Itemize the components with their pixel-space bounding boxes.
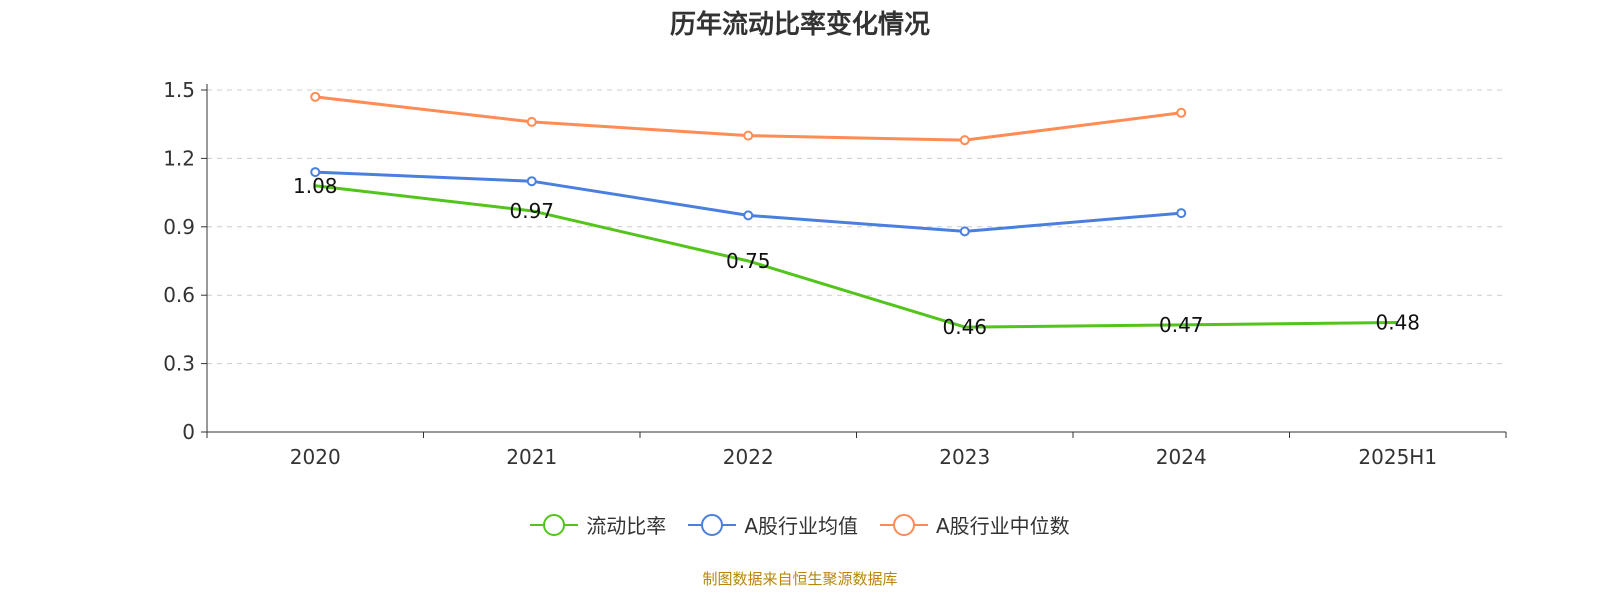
legend-label: A股行业均值 xyxy=(744,514,858,538)
x-tick-label: 2022 xyxy=(723,445,774,469)
data-point xyxy=(310,167,321,178)
data-label: 0.47 xyxy=(1159,313,1204,337)
data-point xyxy=(959,135,970,146)
data-label: 0.97 xyxy=(509,199,554,223)
data-label: 0.75 xyxy=(726,249,771,273)
data-point xyxy=(526,176,537,187)
x-tick-label: 2020 xyxy=(290,445,341,469)
data-point xyxy=(743,130,754,141)
chart-title: 历年流动比率变化情况 xyxy=(669,10,930,40)
data-label: 0.46 xyxy=(942,315,987,339)
data-point xyxy=(526,116,537,127)
series-line xyxy=(315,184,1398,329)
legend-item-industry-median[interactable]: A股行业中位数 xyxy=(880,510,1070,539)
legend-label: 流动比率 xyxy=(586,514,667,538)
data-point xyxy=(1176,107,1187,118)
y-tick-label: 0.9 xyxy=(163,215,195,239)
y-tick-label: 0 xyxy=(182,420,195,444)
legend-item-industry-mean[interactable]: A股行业均值 xyxy=(688,510,858,539)
y-tick-label: 0.6 xyxy=(163,283,195,307)
legend-line-circle-icon xyxy=(880,513,928,537)
y-tick-label: 1.5 xyxy=(163,78,195,102)
legend-item-current-ratio[interactable]: 流动比率 xyxy=(530,510,666,539)
y-tick-label: 1.2 xyxy=(163,146,195,170)
legend-label: A股行业中位数 xyxy=(936,514,1070,538)
data-point xyxy=(310,91,321,102)
x-tick-label: 2021 xyxy=(506,445,557,469)
chart-legend: 流动比率 A股行业均值 A股行业中位数 xyxy=(0,510,1600,539)
x-tick-label: 2023 xyxy=(939,445,990,469)
x-tick-label: 2025H1 xyxy=(1358,445,1437,469)
data-label: 0.48 xyxy=(1375,311,1420,335)
legend-line-circle-icon xyxy=(688,513,737,537)
data-point xyxy=(959,226,970,237)
data-label: 1.08 xyxy=(293,174,338,198)
data-point xyxy=(743,210,754,221)
x-tick-label: 2024 xyxy=(1156,445,1207,469)
data-source-note: 制图数据来自恒生聚源数据库 xyxy=(702,570,898,588)
data-point xyxy=(1176,208,1187,219)
legend-line-circle-icon xyxy=(530,513,579,537)
y-tick-label: 0.3 xyxy=(163,352,195,376)
